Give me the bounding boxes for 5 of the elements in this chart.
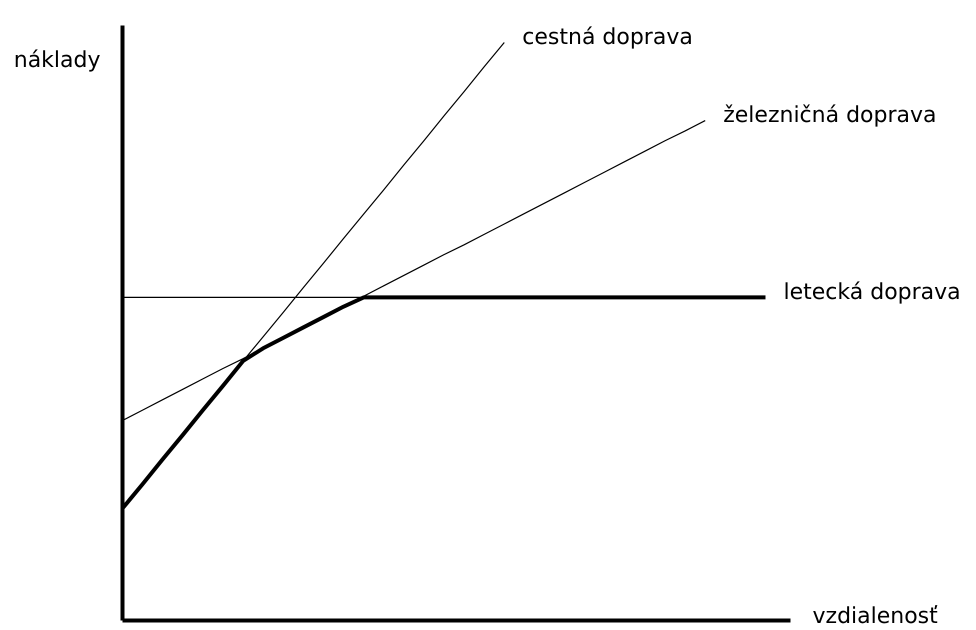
series-label: letecká doprava	[784, 280, 961, 305]
series-label: železničná doprava	[723, 103, 936, 128]
y-axis-title: náklady	[14, 48, 101, 73]
x-axis-title: vzdialenosť	[812, 604, 938, 629]
series-label: cestná doprava	[522, 25, 693, 50]
